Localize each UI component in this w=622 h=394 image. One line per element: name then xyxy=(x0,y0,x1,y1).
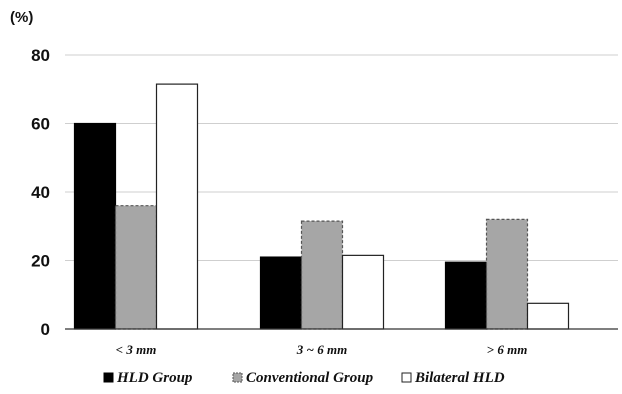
legend-label: HLD Group xyxy=(116,370,193,386)
y-unit-label: (%) xyxy=(10,9,33,26)
bar-bilateral-hld-2 xyxy=(526,302,570,330)
bar-conventional-group-2 xyxy=(485,218,529,330)
bar-hld-group-2 xyxy=(444,261,488,330)
y-tick-label: 40 xyxy=(31,183,50,202)
bar-bilateral-hld-1 xyxy=(341,254,385,330)
legend-swatch-conventional-group xyxy=(232,372,243,383)
x-tick-label: > 6 mm xyxy=(487,342,528,357)
bar-hld-group-1 xyxy=(259,256,303,330)
legend-swatch-hld-group xyxy=(103,372,114,383)
legend-label: Bilateral HLD xyxy=(414,370,505,386)
y-tick-label: 0 xyxy=(41,320,50,339)
bar-conventional-group-1 xyxy=(300,220,344,330)
legend-swatch-bilateral-hld xyxy=(401,372,412,383)
x-tick-label: < 3 mm xyxy=(116,342,157,357)
bar-conventional-group-0 xyxy=(114,205,158,330)
y-tick-label: 80 xyxy=(31,46,50,65)
bar-hld-group-0 xyxy=(73,122,117,330)
y-tick-label: 20 xyxy=(31,252,50,271)
legend-label: Conventional Group xyxy=(246,370,374,386)
bar-bilateral-hld-0 xyxy=(155,83,199,330)
x-tick-label: 3 ~ 6 mm xyxy=(296,342,347,357)
y-tick-label: 60 xyxy=(31,115,50,134)
